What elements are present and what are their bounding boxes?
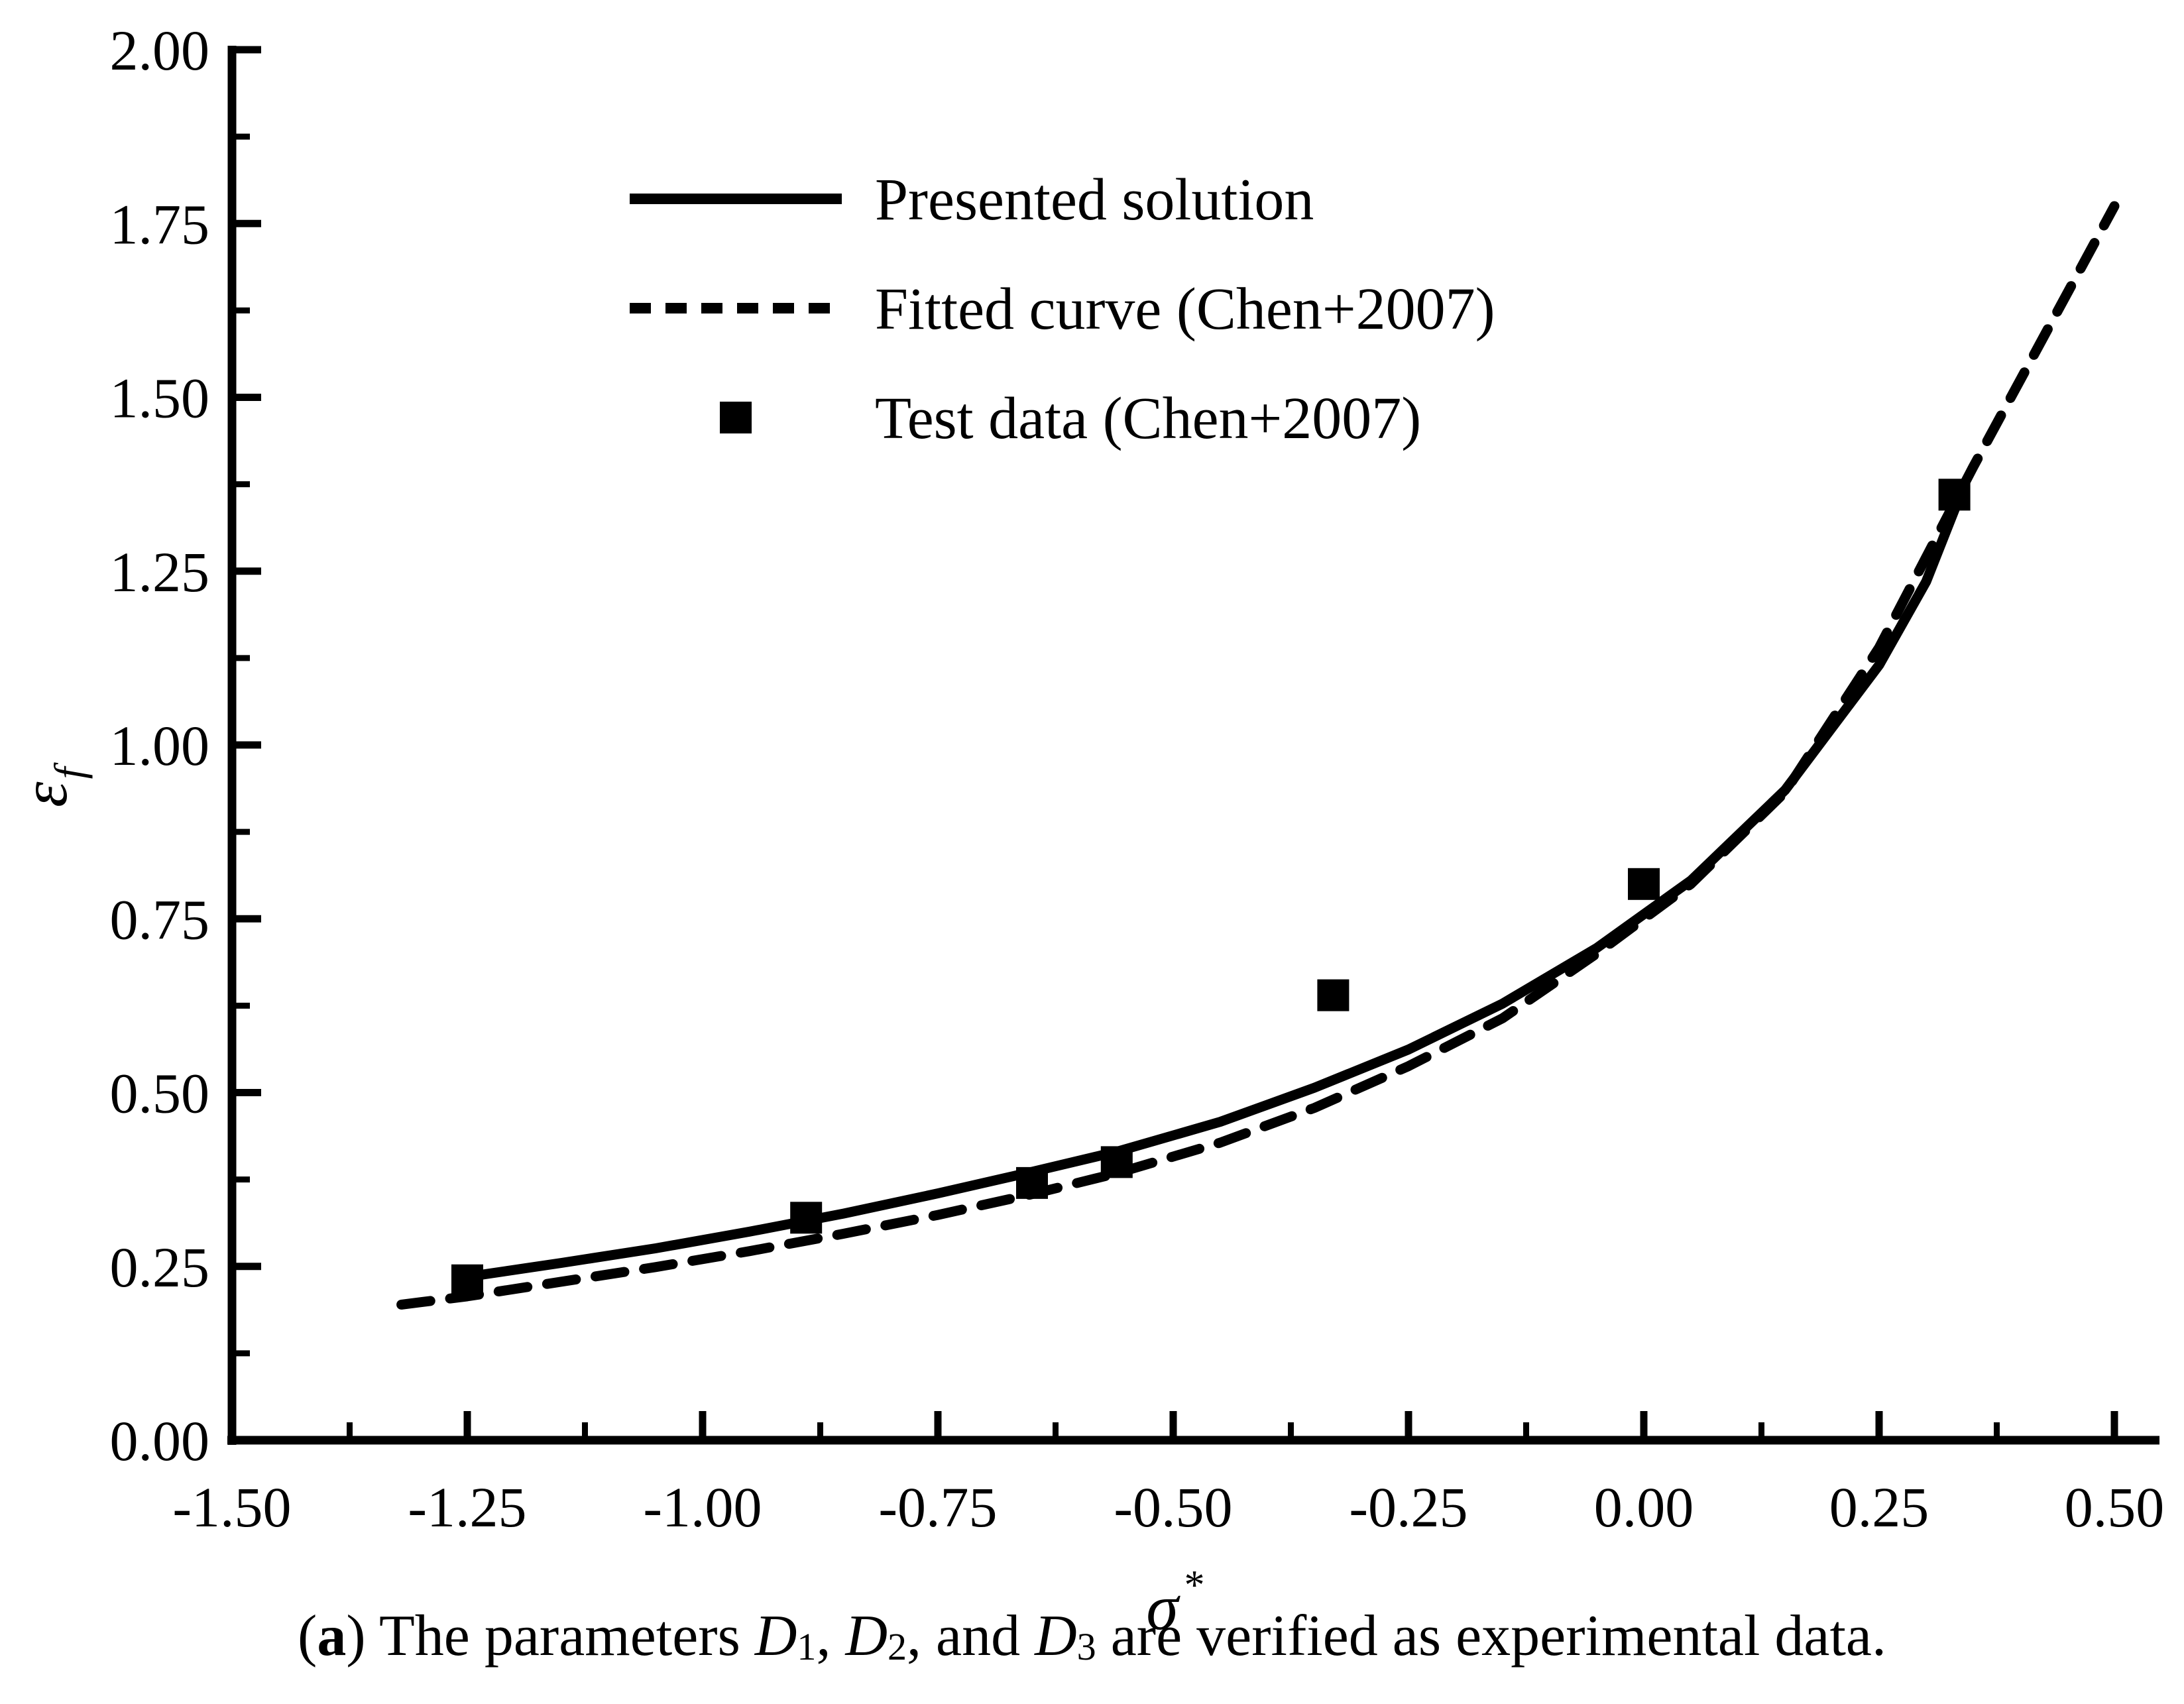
x-tick-label: -0.25 [1349, 1475, 1467, 1539]
x-tick-label: 0.25 [1829, 1475, 1929, 1539]
caption-text: are verified as experimental data. [1096, 1604, 1886, 1668]
legend: Presented solution Fitted curve (Chen+200… [630, 167, 1495, 451]
x-tick-labels: -1.50 -1.25 -1.00 -0.75 -0.50 -0.25 0.00 0.25 0.… [172, 1475, 2164, 1539]
caption-text: 2 [888, 1624, 907, 1668]
test-data-point [1317, 979, 1350, 1011]
caption-text: , and [907, 1604, 1035, 1668]
y-tick-label: 2.00 [110, 19, 210, 82]
test-data-point [1938, 479, 1971, 511]
test-data-point [1628, 868, 1660, 900]
fitted-curve [396, 201, 2120, 1310]
test-data-point [451, 1264, 483, 1296]
legend-item-label: Fitted curve (Chen+2007) [875, 276, 1495, 342]
caption-text: ( [298, 1604, 317, 1668]
caption-text: a [317, 1604, 347, 1668]
caption-text: 1 [797, 1624, 817, 1668]
y-tick-label: 1.00 [110, 714, 210, 777]
x-tick-label: -0.75 [878, 1475, 997, 1539]
y-tick-labels: 0.00 0.25 0.50 0.75 1.00 1.25 1.50 1.75 2.00 [110, 19, 210, 1473]
x-axis-title: σ* [1146, 1563, 1202, 1644]
y-tick-label: 1.75 [110, 192, 210, 256]
x-tick-label: -0.50 [1114, 1475, 1232, 1539]
y-tick-label: 0.25 [110, 1235, 210, 1299]
y-tick-label: 1.25 [110, 540, 210, 604]
caption-text: 3 [1076, 1624, 1096, 1668]
y-tick-label: 0.75 [110, 887, 210, 951]
test-data-point [790, 1202, 823, 1234]
legend-item: Presented solution [630, 167, 1314, 233]
test-data-series [451, 479, 1971, 1296]
legend-item-label: Test data (Chen+2007) [875, 386, 1421, 451]
x-tick-label: -1.00 [643, 1475, 762, 1539]
y-tick-label: 1.50 [110, 367, 210, 430]
legend-square-marker [720, 402, 752, 433]
caption-text: ) The parameters [346, 1604, 755, 1668]
test-data-point [1100, 1146, 1133, 1178]
presented-solution-curve [453, 493, 1965, 1284]
axis-ticks [232, 46, 2118, 1440]
caption-text: , [816, 1604, 846, 1668]
y-tick-label: 0.50 [110, 1062, 210, 1125]
x-tick-label: 0.00 [1594, 1475, 1694, 1539]
x-tick-label: 0.50 [2065, 1475, 2165, 1539]
legend-item: Test data (Chen+2007) [720, 386, 1421, 451]
caption-text: D [754, 1604, 797, 1668]
x-tick-label: -1.50 [172, 1475, 291, 1539]
x-tick-label: -1.25 [408, 1475, 526, 1539]
y-tick-label: 0.00 [110, 1409, 210, 1473]
figure-caption: (a) The parameters D1, D2, and D3 are ve… [0, 1603, 2184, 1670]
test-data-point [1016, 1166, 1048, 1199]
y-axis-title: εf [9, 762, 93, 807]
legend-item: Fitted curve (Chen+2007) [630, 276, 1495, 342]
caption-text: D [1035, 1604, 1077, 1668]
legend-item-label: Presented solution [875, 167, 1314, 233]
caption-text: D [845, 1604, 888, 1668]
